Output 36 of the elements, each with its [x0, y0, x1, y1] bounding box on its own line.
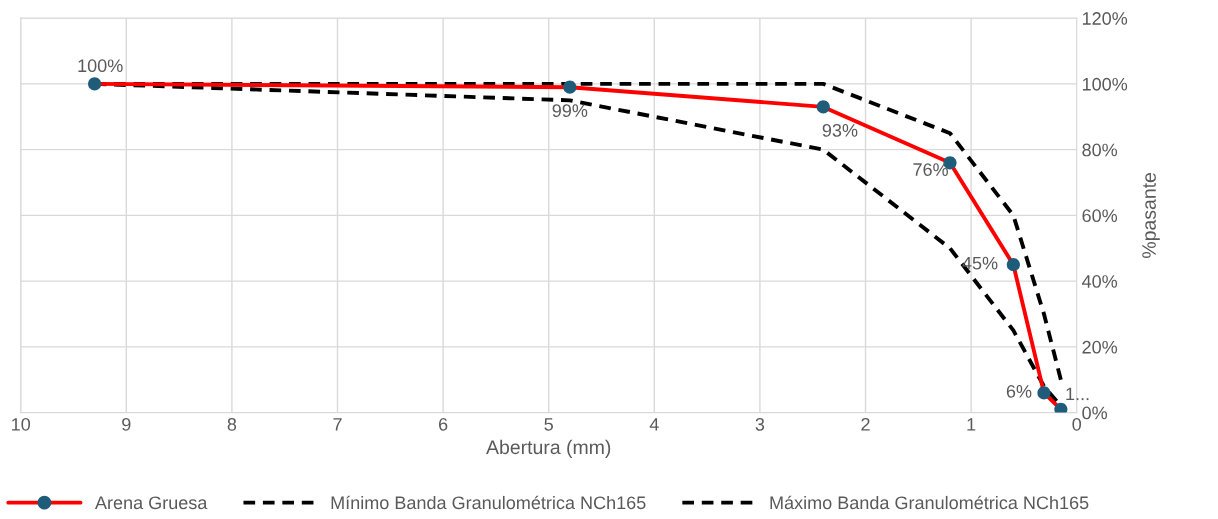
x-axis-title: Abertura (mm)	[486, 439, 611, 458]
data-label: 99%	[552, 104, 588, 118]
point	[816, 100, 830, 114]
y-tick-label: 100%	[1082, 77, 1128, 91]
x-tick-label: 1	[967, 418, 976, 431]
data-label: 76%	[913, 163, 948, 176]
point	[88, 77, 102, 91]
y-tick-label: 120%	[1082, 12, 1128, 25]
data-label: 93%	[822, 123, 858, 137]
y-axis-title: %pasante	[1142, 173, 1160, 258]
point	[1006, 258, 1020, 272]
data-label: 100%	[78, 59, 123, 73]
legend-label: Arena Gruesa	[94, 496, 208, 510]
point	[1037, 386, 1051, 400]
point	[1054, 402, 1068, 413]
x-tick-label: 0	[1072, 417, 1082, 431]
x-tick-label: 3	[755, 417, 765, 431]
y-tick-label: 0%	[1082, 406, 1108, 420]
point	[563, 80, 577, 94]
x-tick-label: 2	[861, 417, 870, 431]
x-tick-label: 10	[12, 417, 31, 431]
legend-label: Mínimo Banda Granulométrica NCh165	[331, 495, 646, 510]
y-tick-label: 40%	[1081, 275, 1118, 288]
x-tick-label: 8	[227, 417, 237, 431]
y-tick-label: 80%	[1082, 143, 1118, 157]
y-tick-label: 60%	[1082, 209, 1118, 223]
x-tick-label: 7	[333, 418, 342, 431]
x-tick-label: 4	[649, 418, 659, 431]
data-label: 45%	[962, 256, 998, 270]
y-tick-label: 20%	[1082, 340, 1118, 354]
data-label: 1...	[1066, 387, 1089, 401]
x-tick-label: 9	[122, 417, 131, 431]
data-label: 6%	[1006, 384, 1032, 398]
x-tick-label: 5	[544, 418, 553, 431]
x-tick-label: 6	[439, 417, 448, 431]
legend-label: Máximo Banda Granulométrica NCh165	[770, 495, 1089, 510]
